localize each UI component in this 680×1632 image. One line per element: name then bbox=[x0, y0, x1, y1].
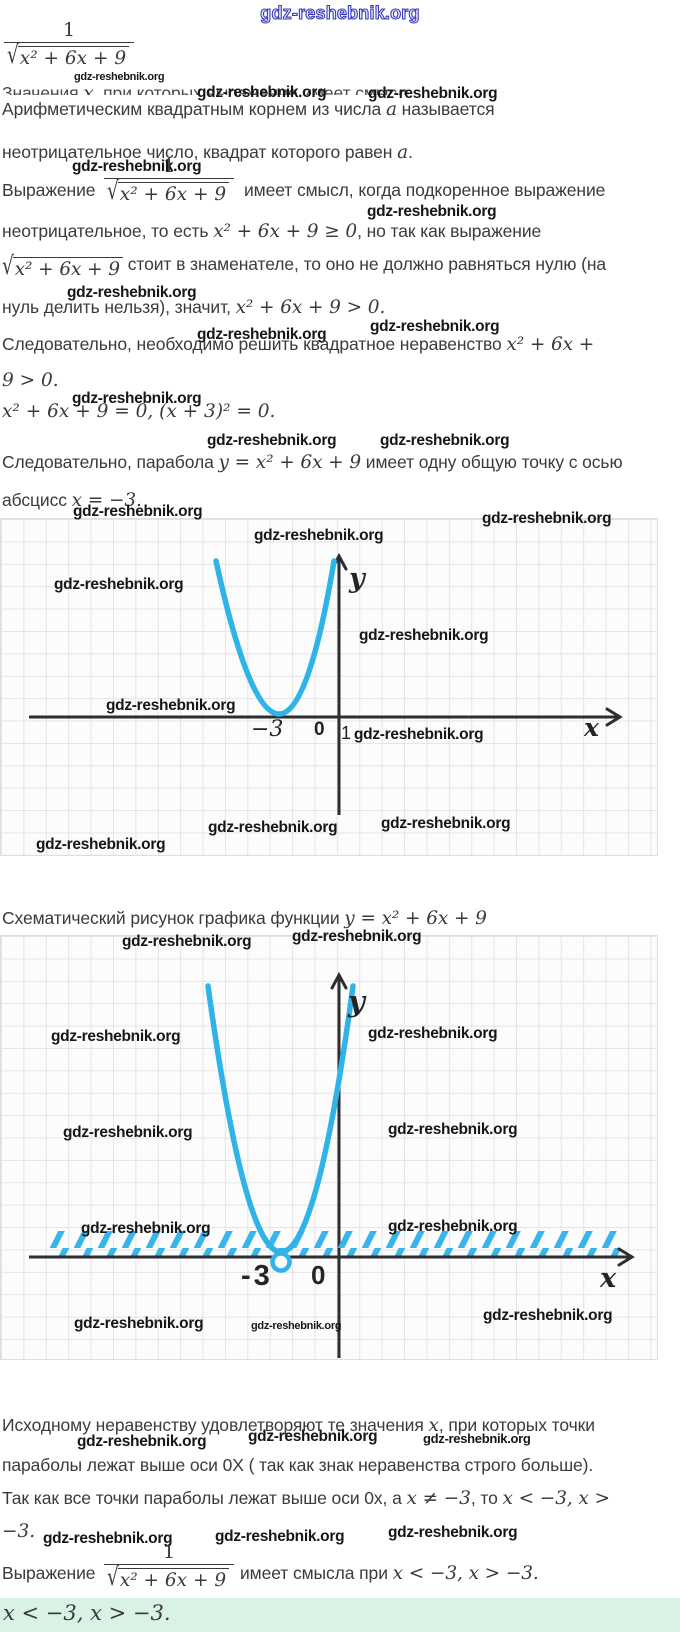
x-axis-arrow-icon bbox=[617, 1247, 635, 1267]
watermark: gdz-reshebnik.org bbox=[215, 1528, 345, 1545]
math-line-roots: x² + 6x + 9 = 0, (x + 3)² = 0. bbox=[2, 401, 276, 422]
watermark: gdz-reshebnik.org bbox=[77, 1433, 207, 1450]
watermark: gdz-reshebnik.org bbox=[73, 503, 203, 520]
parabola-curve bbox=[213, 558, 337, 717]
graph-2: y -3 0 x gdz-reshebnik.org gdz-reshebnik… bbox=[0, 935, 658, 1360]
watermark: gdz-reshebnik.org bbox=[106, 697, 236, 714]
watermark: gdz-reshebnik.org bbox=[54, 576, 184, 593]
graph-1-canvas bbox=[29, 552, 623, 815]
y-axis-arrow-icon bbox=[330, 971, 348, 990]
tick-zero: 0 bbox=[311, 1260, 326, 1290]
fraction-denominator: √ x² + 6x + 9 bbox=[4, 41, 135, 70]
radicand: x² + 6x + 9 bbox=[12, 257, 123, 280]
watermark: gdz-reshebnik.org bbox=[197, 326, 327, 343]
math-line-minus3: −3. bbox=[2, 1521, 36, 1542]
text-vyrazhenie-final: Выражение bbox=[2, 1563, 96, 1583]
tick-minus3: −3 bbox=[251, 717, 284, 742]
graph-caption: Схематический рисунок графика функции y … bbox=[2, 908, 487, 929]
site-watermark-top: gdz-reshebnik.org bbox=[260, 2, 420, 23]
watermark: gdz-reshebnik.org bbox=[81, 1220, 211, 1237]
watermark: gdz-reshebnik.org bbox=[370, 318, 500, 335]
watermark: gdz-reshebnik.org bbox=[72, 158, 202, 175]
watermark: gdz-reshebnik.org bbox=[74, 1315, 204, 1332]
text-line-abscissa: абсцисс x = −3. bbox=[2, 490, 142, 511]
y-axis-label: y bbox=[348, 984, 365, 1018]
formula-bottom-fraction: 1 √ x² + 6x + 9 bbox=[104, 1541, 235, 1592]
watermark: gdz-reshebnik.org bbox=[381, 815, 511, 832]
watermark: gdz-reshebnik.org bbox=[72, 390, 202, 407]
sqrt-icon: √ bbox=[107, 177, 119, 206]
text-line-not-zero: нуль делить нельзя), значит, x² + 6x + 9… bbox=[2, 297, 386, 318]
watermark: gdz-reshebnik.org bbox=[388, 1524, 518, 1541]
text-line-has-sense-final: имеет смысла при x < −3, x > −3. bbox=[240, 1563, 539, 1584]
fraction-numerator: 1 bbox=[63, 19, 76, 41]
x-axis-label: x bbox=[600, 1263, 617, 1294]
sqrt-icon: √ bbox=[7, 41, 19, 70]
watermark: gdz-reshebnik.org bbox=[359, 627, 489, 644]
watermark: gdz-reshebnik.org bbox=[388, 1218, 518, 1235]
watermark: gdz-reshebnik.org bbox=[423, 1431, 531, 1446]
watermark: gdz-reshebnik.org bbox=[67, 284, 197, 301]
text-line-satisfy: Исходному неравенству удовлетворяют те з… bbox=[2, 1415, 595, 1436]
watermark: gdz-reshebnik.org bbox=[51, 1028, 181, 1045]
sqrt-icon: √ bbox=[2, 252, 14, 281]
watermark: gdz-reshebnik.org bbox=[207, 432, 337, 449]
watermark: gdz-reshebnik.org bbox=[43, 1530, 173, 1547]
watermark: gdz-reshebnik.org bbox=[122, 933, 252, 950]
sqrt-icon: √ bbox=[107, 1563, 119, 1592]
watermark: gdz-reshebnik.org bbox=[482, 510, 612, 527]
formula-mid-fraction: 1 √ x² + 6x + 9 bbox=[104, 155, 235, 206]
watermark: gdz-reshebnik.org bbox=[367, 203, 497, 220]
radicand: x² + 6x + 9 bbox=[117, 181, 230, 205]
watermark: gdz-reshebnik.org bbox=[63, 1124, 193, 1141]
radicand: x² + 6x + 9 bbox=[117, 1567, 230, 1591]
text-line-denominator: √ x² + 6x + 9 стоит в знаменателе, то оно… bbox=[2, 252, 607, 281]
tick-one: 1 bbox=[341, 723, 352, 743]
watermark: gdz-reshebnik.org bbox=[197, 84, 327, 101]
answer-text: x < −3, x > −3. bbox=[3, 1601, 171, 1625]
text-line-above-axis: параболы лежат выше оси 0X ( так как зна… bbox=[2, 1455, 594, 1475]
fraction-denominator: √ x² + 6x + 9 bbox=[104, 1563, 235, 1592]
watermark: gdz-reshebnik.org bbox=[251, 1320, 342, 1332]
watermark: gdz-reshebnik.org bbox=[36, 836, 166, 853]
text-line-solve-inequality: Следовательно, необходимо решить квадрат… bbox=[2, 334, 595, 355]
text-vyrazhenie: Выражение bbox=[2, 180, 96, 200]
x-axis-label: x bbox=[584, 713, 599, 742]
answer-highlight bbox=[0, 1598, 680, 1632]
excluded-point-circle bbox=[270, 1251, 292, 1273]
watermark: gdz-reshebnik.org bbox=[368, 85, 498, 102]
x-axis-arrow-icon bbox=[605, 707, 623, 727]
watermark: gdz-reshebnik.org bbox=[388, 1121, 518, 1138]
graph-2-canvas bbox=[29, 971, 635, 1358]
radicand: x² + 6x + 9 bbox=[17, 45, 130, 69]
text-line-definition-1: Арифметическим квадратным корнем из числ… bbox=[2, 99, 495, 120]
math-line-9gt0: 9 > 0. bbox=[2, 370, 59, 391]
fraction-numerator: 1 bbox=[163, 1541, 176, 1563]
graph-1: y −3 0 1 x gdz-reshebnik.org gdz-reshebn… bbox=[0, 518, 658, 856]
watermark: gdz-reshebnik.org bbox=[368, 1025, 498, 1042]
watermark: gdz-reshebnik.org bbox=[254, 527, 384, 544]
text-line-nonnegative: неотрицательное, то есть x² + 6x + 9 ≥ 0… bbox=[2, 221, 542, 242]
text-line-definition-2: неотрицательное число, квадрат которого … bbox=[2, 142, 413, 163]
y-axis-label: y bbox=[349, 563, 365, 594]
formula-top-fraction: 1 √ x² + 6x + 9 bbox=[4, 19, 135, 70]
clipped-line: Значения x, при которых выражение имеет … bbox=[2, 83, 408, 95]
fraction-denominator: √ x² + 6x + 9 bbox=[104, 177, 235, 206]
watermark: gdz-reshebnik.org bbox=[248, 1428, 378, 1445]
parabola-curve bbox=[205, 983, 356, 1255]
watermark: gdz-reshebnik.org bbox=[380, 432, 510, 449]
tick-minus3: -3 bbox=[241, 1260, 273, 1292]
solution-hatch-region bbox=[46, 1231, 626, 1256]
fraction-numerator: 1 bbox=[163, 155, 176, 177]
watermark: gdz-reshebnik.org bbox=[208, 819, 338, 836]
text-line-since-points: Так как все точки параболы лежат выше ос… bbox=[2, 1488, 610, 1509]
text-line-has-sense: имеет смысл, когда подкоренное выражение bbox=[244, 180, 606, 200]
text-line-parabola: Следовательно, парабола y = x² + 6x + 9 … bbox=[2, 452, 623, 473]
watermark: gdz-reshebnik.org bbox=[483, 1307, 613, 1324]
tick-zero: 0 bbox=[314, 719, 325, 740]
watermark: gdz-reshebnik.org bbox=[354, 726, 484, 743]
watermark: gdz-reshebnik.org bbox=[74, 71, 165, 83]
watermark: gdz-reshebnik.org bbox=[292, 928, 422, 945]
